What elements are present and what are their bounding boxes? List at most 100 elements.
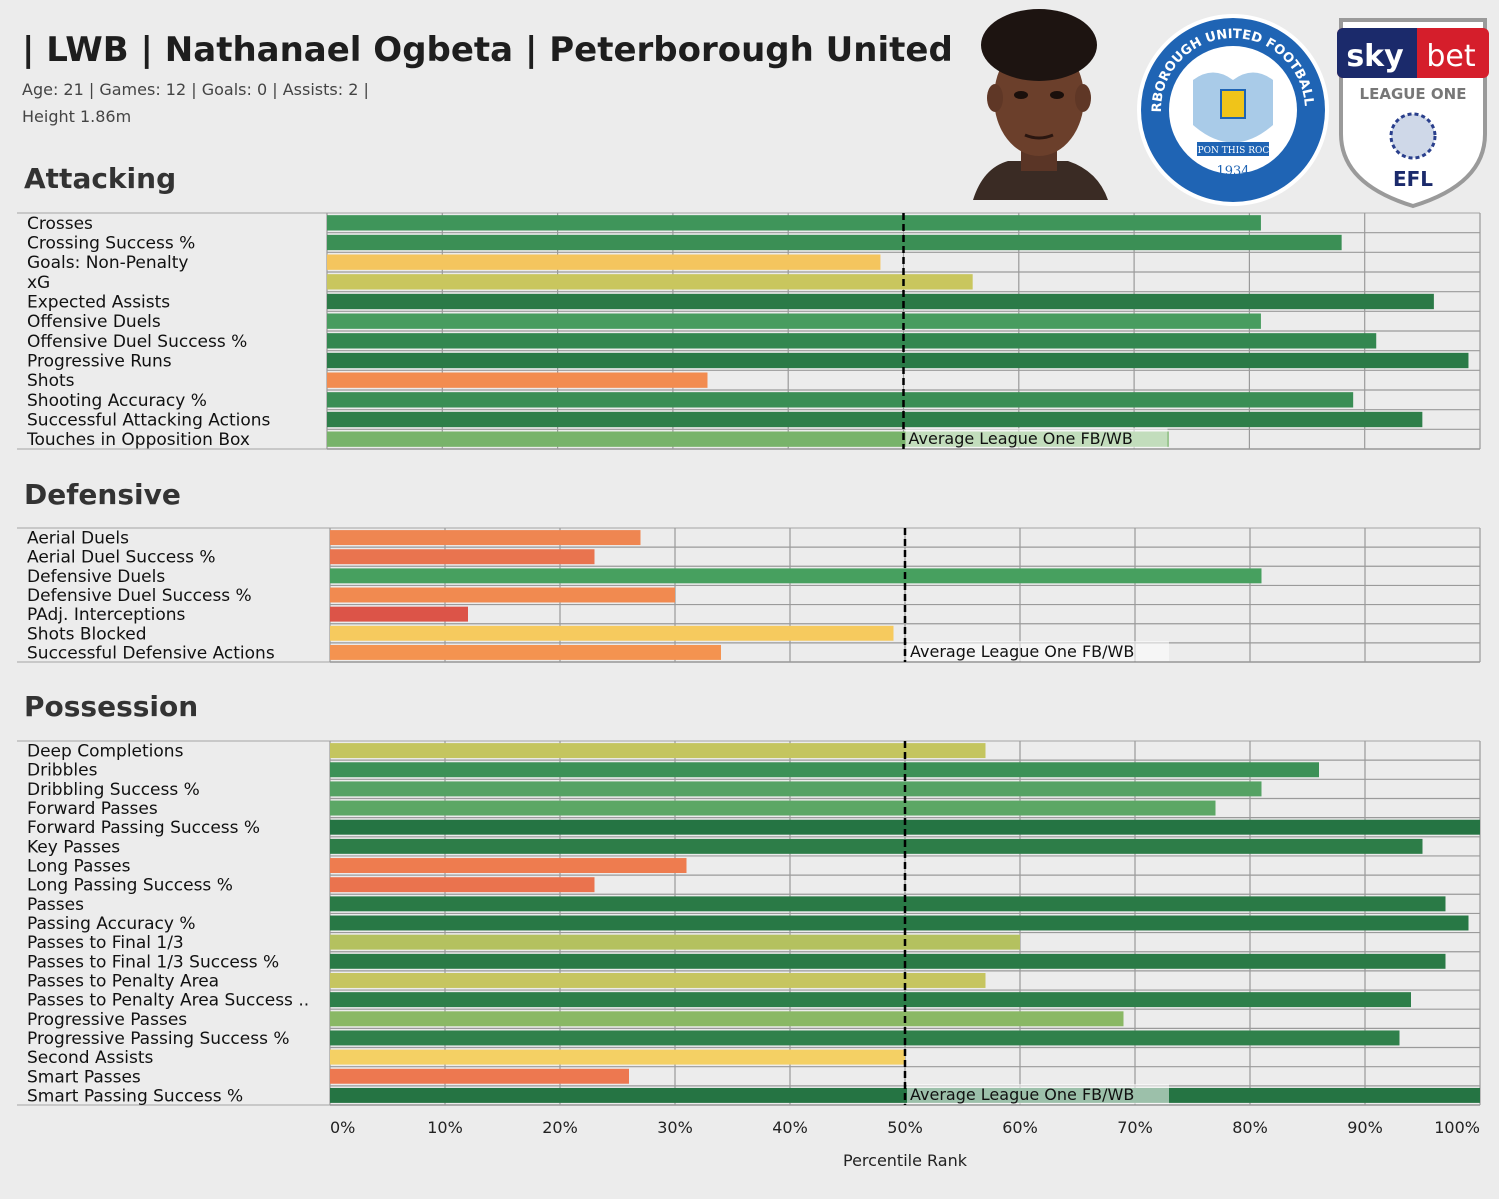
svg-text:1934: 1934 xyxy=(1216,164,1249,179)
bar-1-1 xyxy=(330,549,595,565)
row-label: Deep Completions xyxy=(27,742,184,762)
average-label-background xyxy=(907,1084,1169,1104)
bar-0-0 xyxy=(327,215,1261,231)
club-crest-logo: PETERBOROUGH UNITED FOOTBALL CLUB UPON T… xyxy=(1133,10,1329,206)
x-tick-label: 70% xyxy=(1117,1118,1153,1137)
league-one-logo: sky bet LEAGUE ONE EFL xyxy=(1337,18,1489,209)
row-label: Shots Blocked xyxy=(27,624,147,644)
row-label: Progressive Runs xyxy=(27,352,172,372)
svg-text:sky: sky xyxy=(1346,39,1404,74)
player-photo xyxy=(963,3,1113,200)
bar-0-5 xyxy=(327,313,1261,329)
bar-0-1 xyxy=(327,234,1342,251)
section-title-defensive: Defensive xyxy=(24,478,181,511)
bar-2-8 xyxy=(330,896,1446,912)
bar-2-2 xyxy=(330,781,1262,797)
bar-2-13 xyxy=(330,992,1411,1008)
row-label: Progressive Passing Success % xyxy=(27,1029,290,1049)
row-label: Dribbles xyxy=(27,761,98,781)
x-tick-label: 20% xyxy=(542,1118,578,1137)
row-label: Long Passes xyxy=(27,857,131,877)
bar-2-11 xyxy=(330,953,1446,969)
row-label: Offensive Duel Success % xyxy=(27,332,247,352)
x-tick-label: 30% xyxy=(657,1118,693,1137)
average-label-background xyxy=(905,428,1168,448)
bar-2-12 xyxy=(330,973,986,988)
x-tick-label: 80% xyxy=(1232,1118,1268,1137)
bar-2-14 xyxy=(330,1011,1124,1027)
row-label: Smart Passing Success % xyxy=(27,1086,243,1106)
svg-text:LEAGUE ONE: LEAGUE ONE xyxy=(1360,85,1467,103)
average-label: Average League One FB/WB xyxy=(910,1085,1134,1104)
page-title: | LWB | Nathanael Ogbeta | Peterborough … xyxy=(22,30,978,70)
x-tick-label: 40% xyxy=(772,1118,808,1137)
row-label: Shooting Accuracy % xyxy=(27,391,207,411)
bar-2-16 xyxy=(330,1049,905,1065)
row-label: xG xyxy=(27,273,50,293)
bar-0-3 xyxy=(327,274,973,290)
svg-text:UPON THIS ROCK: UPON THIS ROCK xyxy=(1190,146,1276,156)
bar-0-8 xyxy=(327,372,708,388)
row-label: Long Passing Success % xyxy=(27,876,233,896)
average-label-background xyxy=(907,641,1169,661)
bar-2-15 xyxy=(330,1030,1400,1046)
bar-1-3 xyxy=(330,587,675,603)
row-label: Successful Attacking Actions xyxy=(27,411,271,431)
row-label: Aerial Duel Success % xyxy=(27,548,216,568)
section-title-attacking: Attacking xyxy=(24,162,177,195)
x-tick-label: 10% xyxy=(427,1118,463,1137)
x-axis-title: Percentile Rank xyxy=(843,1151,968,1170)
row-label: Goals: Non-Penalty xyxy=(27,253,188,273)
x-tick-label: 90% xyxy=(1347,1118,1383,1137)
x-tick-label: 60% xyxy=(1002,1118,1038,1137)
bar-0-2 xyxy=(327,254,881,270)
row-label: Offensive Duels xyxy=(27,312,161,332)
bar-1-6 xyxy=(330,644,721,660)
bar-1-2 xyxy=(330,568,1262,584)
section-title-possession: Possession xyxy=(24,690,199,723)
bar-2-7 xyxy=(330,877,595,893)
row-label: PAdj. Interceptions xyxy=(27,605,186,625)
x-tick-label: 50% xyxy=(887,1118,923,1137)
player-height-line: Height 1.86m xyxy=(22,107,132,126)
svg-text:bet: bet xyxy=(1426,39,1476,74)
row-label: Dribbling Success % xyxy=(27,780,200,800)
bar-2-1 xyxy=(330,762,1319,778)
row-label: Progressive Passes xyxy=(27,1010,187,1030)
row-label: Shots xyxy=(27,371,75,391)
row-label: Passes to Final 1/3 xyxy=(27,933,184,953)
row-label: Passes to Penalty Area xyxy=(27,971,219,991)
player-stats-line: Age: 21 | Games: 12 | Goals: 0 | Assists… xyxy=(22,80,369,99)
row-label: Passes xyxy=(27,895,84,915)
row-label: Aerial Duels xyxy=(27,529,129,549)
bar-2-5 xyxy=(330,838,1423,854)
bar-0-9 xyxy=(327,392,1354,408)
row-label: Crosses xyxy=(27,214,93,234)
bar-0-6 xyxy=(327,333,1377,349)
bar-2-0 xyxy=(330,743,986,759)
bar-2-10 xyxy=(330,934,1020,950)
bar-2-4 xyxy=(330,819,1480,835)
row-label: Passing Accuracy % xyxy=(27,914,195,934)
bar-2-3 xyxy=(330,800,1216,816)
bar-0-10 xyxy=(327,411,1423,428)
row-label: Second Assists xyxy=(27,1048,154,1068)
bar-0-4 xyxy=(327,293,1434,310)
bar-1-4 xyxy=(330,606,468,622)
average-label: Average League One FB/WB xyxy=(909,429,1133,448)
bar-2-17 xyxy=(330,1068,629,1084)
row-label: Expected Assists xyxy=(27,293,170,313)
row-label: Defensive Duels xyxy=(27,567,165,587)
row-label: Smart Passes xyxy=(27,1067,141,1087)
row-label: Forward Passes xyxy=(27,799,158,819)
row-label: Passes to Final 1/3 Success % xyxy=(27,952,279,972)
row-label: Key Passes xyxy=(27,837,120,857)
bar-1-5 xyxy=(330,625,894,641)
bar-1-0 xyxy=(330,530,641,546)
bar-2-9 xyxy=(330,915,1469,931)
row-label: Forward Passing Success % xyxy=(27,818,260,838)
row-label: Crossing Success % xyxy=(27,234,195,254)
row-label: Touches in Opposition Box xyxy=(26,430,250,450)
x-tick-label: 0% xyxy=(330,1118,355,1137)
